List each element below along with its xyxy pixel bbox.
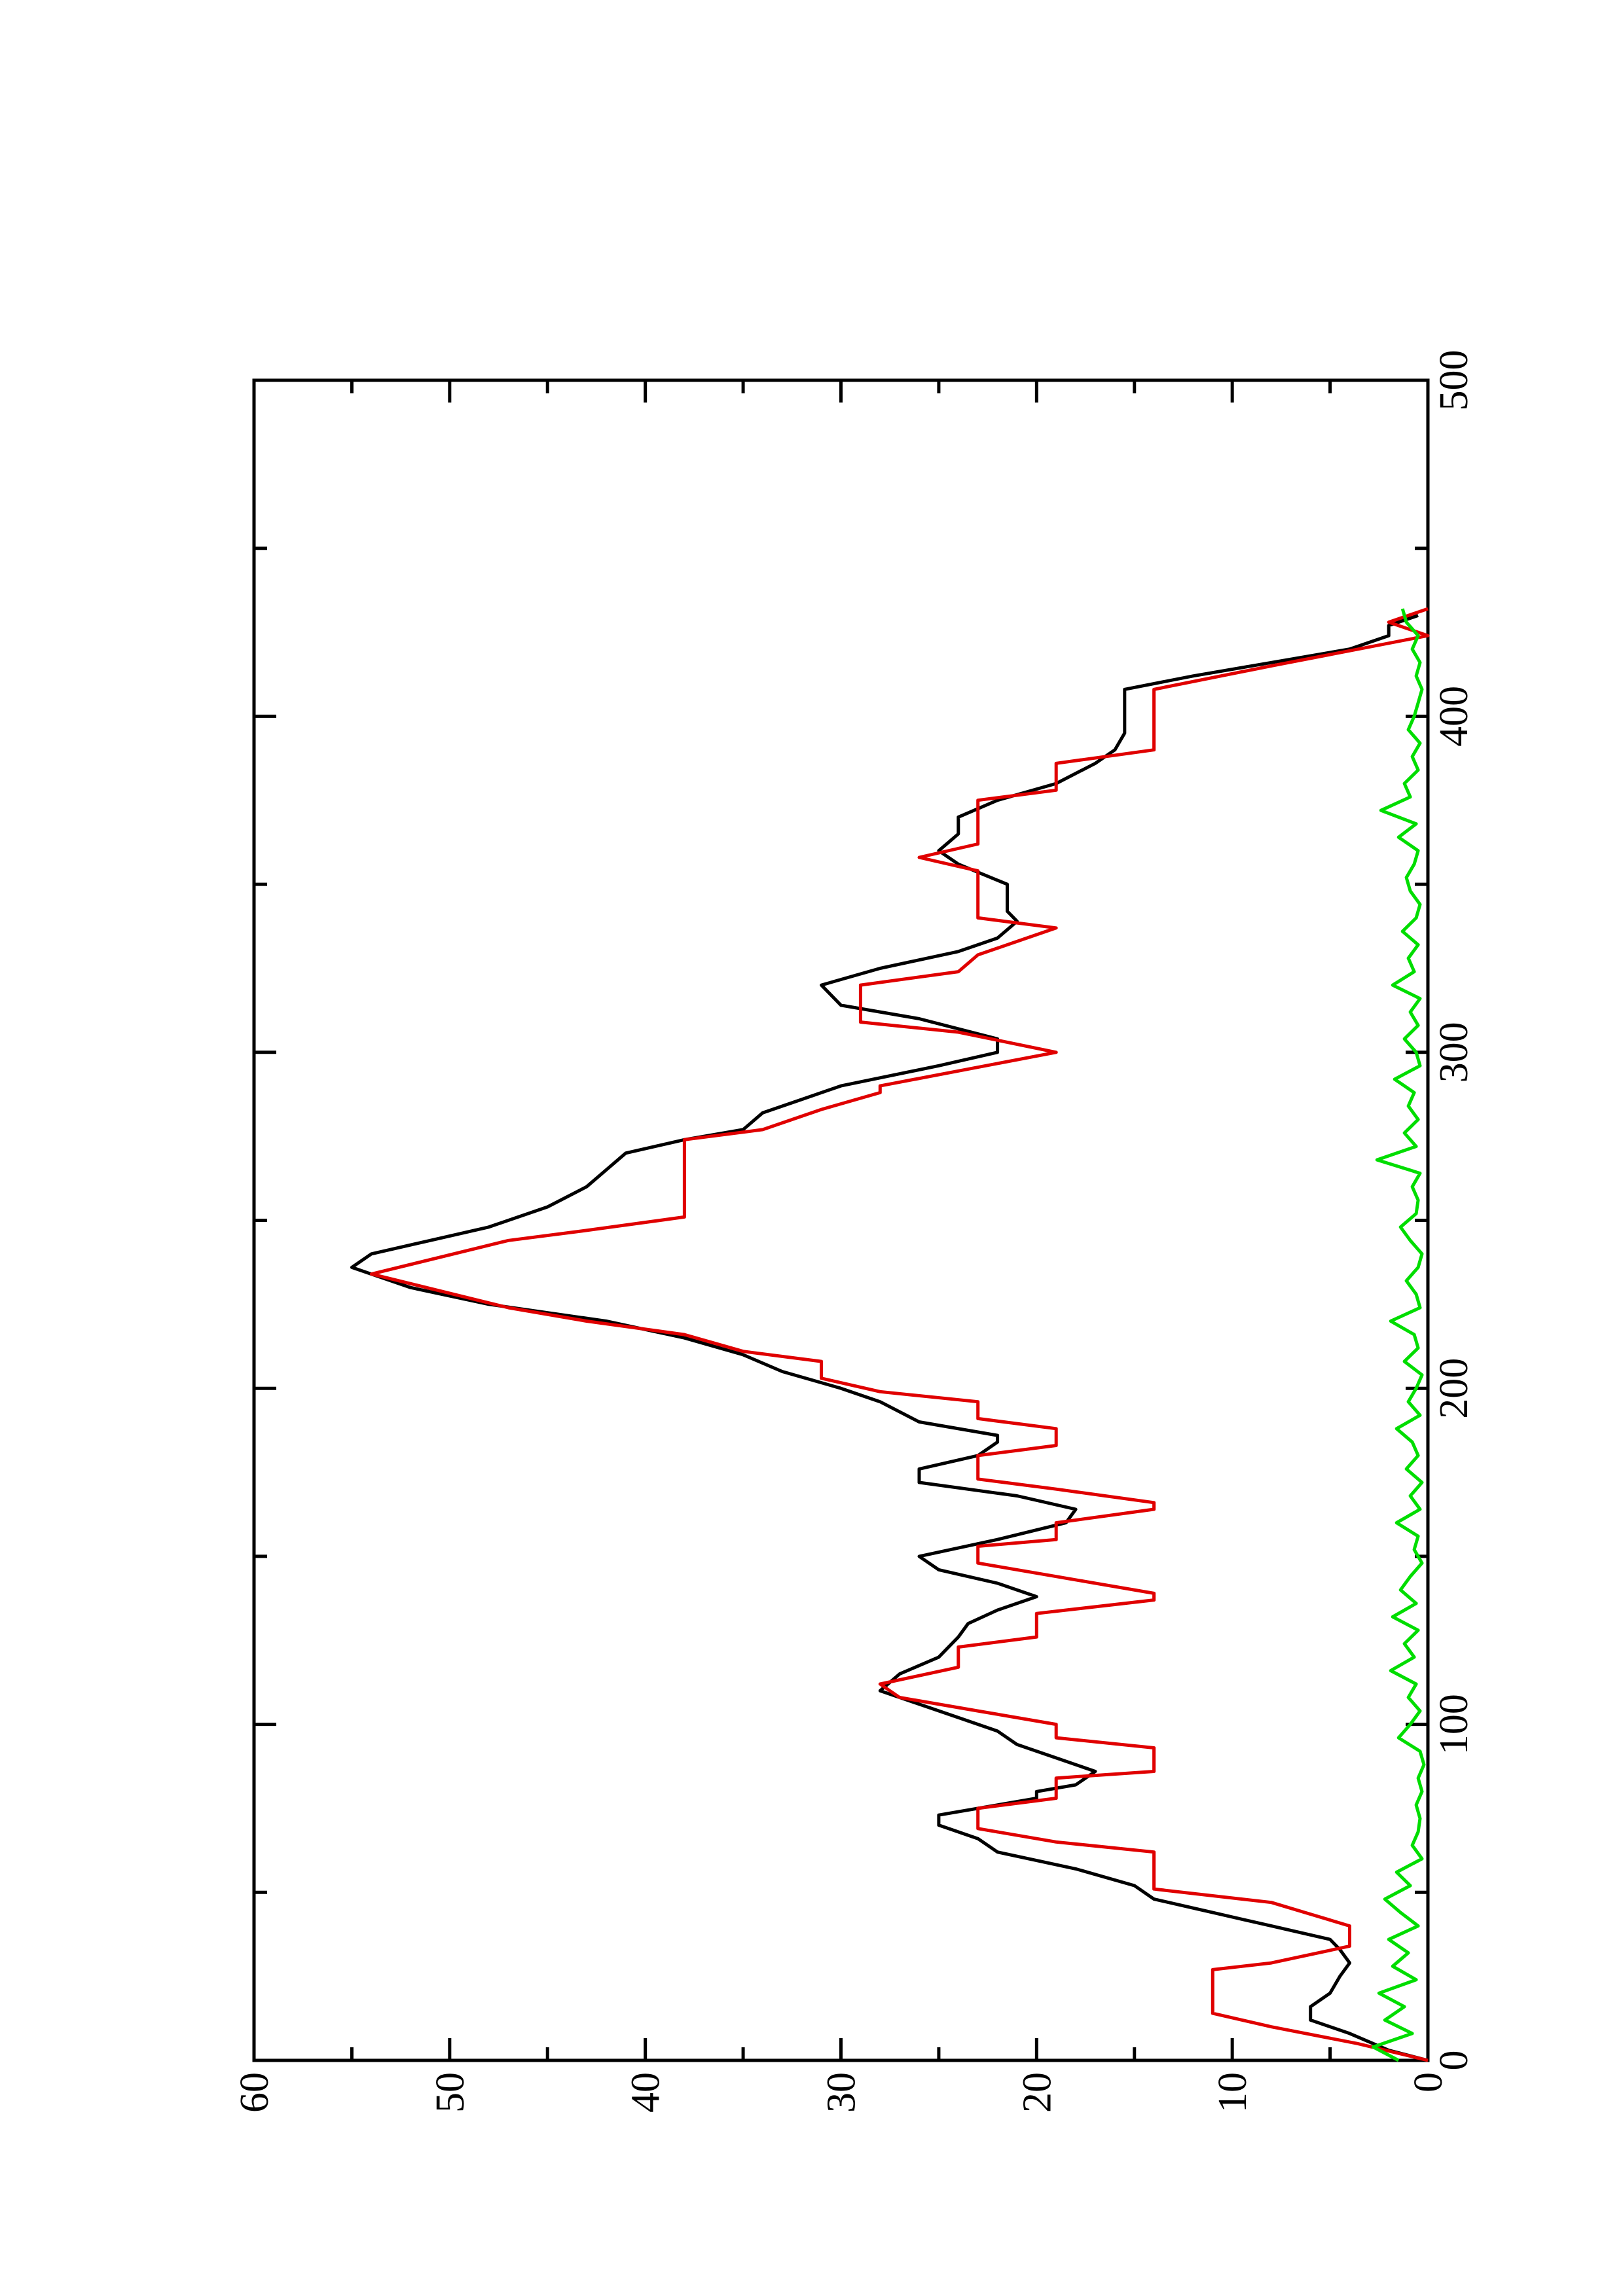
y-tick-label: 60 bbox=[232, 2072, 277, 2113]
x-tick-label: 100 bbox=[1432, 1694, 1476, 1755]
data-line bbox=[350, 614, 1429, 2062]
rotated-plot: 0 100 200 300 400 500 0 10 20 30 40 50 60 bbox=[232, 350, 1476, 2113]
data-line bbox=[369, 607, 1430, 2062]
x-tick-label: 500 bbox=[1432, 350, 1476, 411]
y-tick-label: 30 bbox=[820, 2072, 864, 2113]
x-tick-label: 300 bbox=[1432, 1022, 1476, 1083]
data-line bbox=[1371, 608, 1426, 2062]
y-tick-label: 50 bbox=[428, 2072, 473, 2113]
y-tick-label: 20 bbox=[1015, 2072, 1059, 2113]
x-tick-label: 400 bbox=[1432, 686, 1476, 747]
plot-frame bbox=[252, 378, 1430, 2062]
y-tick-label: 40 bbox=[624, 2072, 668, 2113]
x-tick-label: 0 bbox=[1432, 2051, 1476, 2071]
y-tick-label: 0 bbox=[1406, 2072, 1451, 2092]
x-tick-label: 200 bbox=[1432, 1358, 1476, 1419]
y-tick-label: 10 bbox=[1211, 2072, 1255, 2113]
